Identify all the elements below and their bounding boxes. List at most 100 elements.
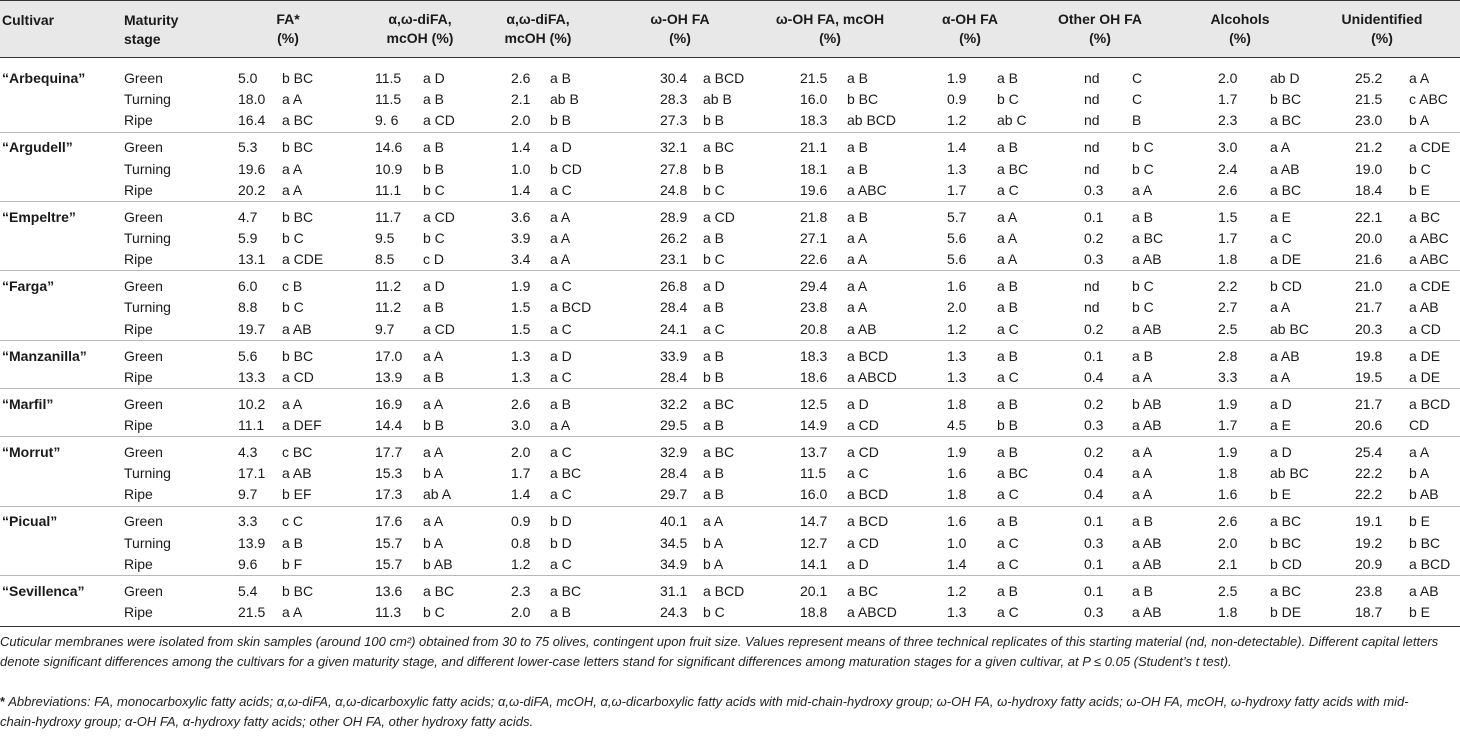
cell-value: 1.4 bbox=[511, 486, 531, 502]
cell-significance-letters: a C bbox=[550, 321, 572, 337]
cell-significance-letters: a D bbox=[1270, 396, 1292, 412]
cell-value: 18.3 bbox=[800, 348, 828, 364]
cell-significance-letters: a AB bbox=[1270, 161, 1300, 177]
cell-value: 20.1 bbox=[800, 583, 828, 599]
cell-significance-letters: a B bbox=[423, 91, 445, 107]
cell-value: 3.3 bbox=[238, 513, 258, 529]
cell-value: 5.7 bbox=[947, 209, 967, 225]
cell-value: 11.1 bbox=[375, 182, 402, 198]
cell-significance-letters: b EF bbox=[282, 486, 312, 502]
cell-value: 24.3 bbox=[660, 604, 688, 620]
cell-significance-letters: b A bbox=[703, 535, 724, 551]
table-header: Cultivar Maturity stage bbox=[0, 0, 1460, 58]
cell-value: 1.7 bbox=[1218, 417, 1238, 433]
cell-value: 2.6 bbox=[511, 396, 531, 412]
cell-value: 21.7 bbox=[1355, 396, 1383, 412]
cell-significance-letters: CD bbox=[1409, 417, 1430, 433]
cell-significance-letters: a CDE bbox=[282, 251, 324, 267]
cell-value: 2.3 bbox=[1218, 112, 1238, 128]
group-separator bbox=[0, 575, 1460, 576]
table-border bbox=[0, 57, 1460, 58]
cell-significance-letters: a BC bbox=[997, 161, 1029, 177]
cell-significance-letters: c ABC bbox=[1409, 91, 1448, 107]
cell-value: 4.5 bbox=[947, 417, 967, 433]
cell-value: 15.7 bbox=[375, 535, 403, 551]
cell-value: 21.7 bbox=[1355, 299, 1383, 315]
cell-value: 13.6 bbox=[375, 583, 403, 599]
cell-significance-letters: a CDE bbox=[1409, 278, 1451, 294]
header-maturity-line1: Maturity bbox=[124, 12, 179, 28]
maturity-stage: Green bbox=[124, 583, 163, 599]
group-separator bbox=[0, 436, 1460, 437]
cell-significance-letters: a CD bbox=[423, 321, 455, 337]
group-separator bbox=[0, 388, 1460, 389]
cell-significance-letters: a BC bbox=[1270, 182, 1302, 198]
cell-significance-letters: a BC bbox=[703, 396, 735, 412]
cell-significance-letters: c BC bbox=[282, 444, 313, 460]
cell-significance-letters: a BCD bbox=[550, 299, 592, 315]
cell-value: 1.5 bbox=[1218, 209, 1238, 225]
cell-value: 11.3 bbox=[375, 604, 402, 620]
cell-value: 1.4 bbox=[511, 139, 531, 155]
cell-value: 0.3 bbox=[1084, 182, 1104, 198]
cell-value: 1.6 bbox=[947, 465, 967, 481]
cell-value: 2.8 bbox=[1218, 348, 1238, 364]
cell-value: 18.8 bbox=[800, 604, 828, 620]
cell-significance-letters: b BC bbox=[282, 348, 314, 364]
cell-significance-letters: a A bbox=[282, 182, 303, 198]
header-col-9-line1: Unidentified bbox=[1341, 11, 1423, 27]
cell-significance-letters: a C bbox=[847, 465, 869, 481]
cell-significance-letters: a A bbox=[423, 444, 444, 460]
cell-value: 24.8 bbox=[660, 182, 688, 198]
cell-value: 32.1 bbox=[660, 139, 688, 155]
cell-significance-letters: a A bbox=[1132, 182, 1153, 198]
cell-significance-letters: a B bbox=[703, 348, 725, 364]
cell-significance-letters: a A bbox=[550, 230, 571, 246]
cell-significance-letters: a B bbox=[282, 535, 304, 551]
cell-value: 23.0 bbox=[1355, 112, 1383, 128]
cell-value: 22.1 bbox=[1355, 209, 1383, 225]
cell-significance-letters: b A bbox=[423, 535, 444, 551]
cell-value: 27.8 bbox=[660, 161, 688, 177]
cell-value: 2.0 bbox=[511, 112, 531, 128]
cell-value: 1.6 bbox=[947, 278, 967, 294]
cell-significance-letters: c D bbox=[423, 251, 444, 267]
cell-significance-letters: a BCD bbox=[703, 70, 745, 86]
group-separator bbox=[0, 506, 1460, 507]
cell-value: nd bbox=[1084, 299, 1100, 315]
cell-significance-letters: a C bbox=[997, 182, 1019, 198]
cell-significance-letters: b B bbox=[703, 369, 725, 385]
cell-value: nd bbox=[1084, 91, 1100, 107]
cell-value: 1.9 bbox=[1218, 396, 1238, 412]
cell-significance-letters: b C bbox=[282, 230, 304, 246]
cell-value: 19.6 bbox=[800, 182, 828, 198]
cell-value: 19.2 bbox=[1355, 535, 1383, 551]
cell-value: 2.4 bbox=[1218, 161, 1238, 177]
cell-significance-letters: b A bbox=[423, 465, 444, 481]
cell-significance-letters: a B bbox=[847, 70, 869, 86]
cell-significance-letters: b CD bbox=[550, 161, 582, 177]
cell-value: 25.2 bbox=[1355, 70, 1383, 86]
cell-value: 0.9 bbox=[947, 91, 967, 107]
cell-significance-letters: a BCD bbox=[1409, 556, 1451, 572]
cell-value: 0.9 bbox=[511, 513, 531, 529]
cell-value: 11.1 bbox=[238, 417, 265, 433]
cell-significance-letters: a B bbox=[1132, 513, 1154, 529]
cell-value: 3.3 bbox=[1218, 369, 1238, 385]
cell-significance-letters: a B bbox=[997, 396, 1019, 412]
cell-significance-letters: b F bbox=[282, 556, 303, 572]
footnote-abbreviations: * Abbreviations: FA, monocarboxylic fatt… bbox=[0, 692, 1440, 732]
cell-value: 0.3 bbox=[1084, 417, 1104, 433]
cell-value: 16.9 bbox=[375, 396, 403, 412]
cell-value: 1.0 bbox=[947, 535, 967, 551]
cell-value: 18.0 bbox=[238, 91, 266, 107]
cell-value: 0.4 bbox=[1084, 465, 1104, 481]
cell-significance-letters: a B bbox=[1132, 209, 1154, 225]
header-col-6-line1: α-OH FA bbox=[941, 11, 999, 27]
cell-value: 21.8 bbox=[800, 209, 828, 225]
cell-value: 1.7 bbox=[511, 465, 531, 481]
cell-significance-letters: a B bbox=[847, 161, 869, 177]
cell-significance-letters: a ABCD bbox=[847, 604, 897, 620]
cell-significance-letters: b C bbox=[1132, 278, 1154, 294]
cell-value: nd bbox=[1084, 278, 1100, 294]
